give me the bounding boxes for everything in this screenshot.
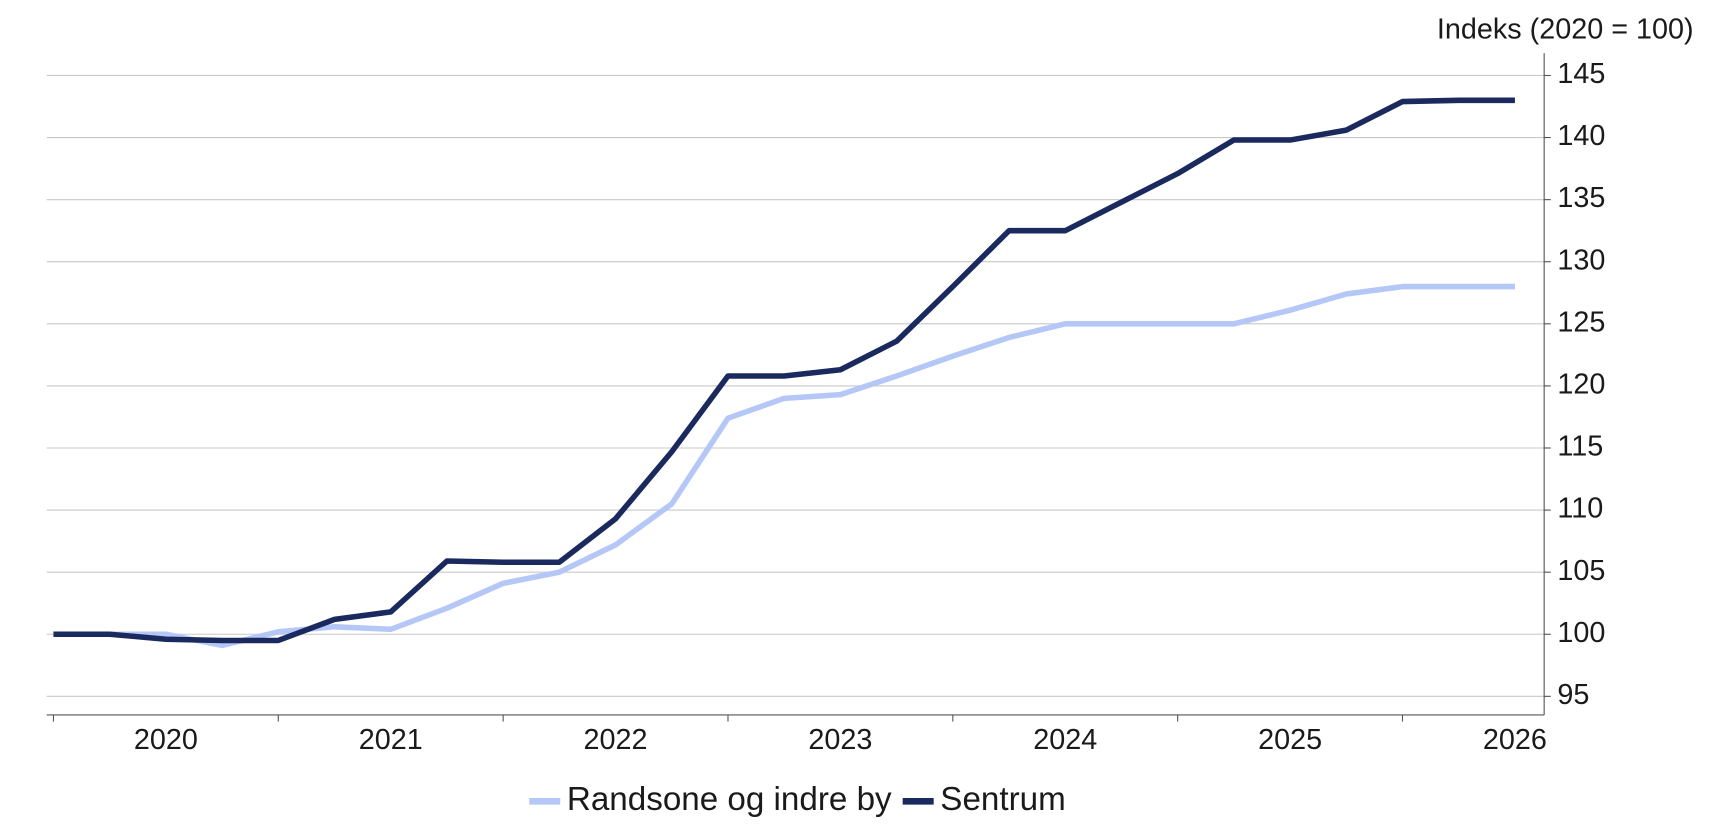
line-series — [53, 283, 1515, 649]
x-tick-label: 2022 — [584, 724, 648, 756]
y-tick-label: 120 — [1557, 369, 1605, 401]
legend-label: Randsone og indre by — [567, 781, 892, 818]
line-series — [53, 97, 1515, 644]
y-tick-label: 140 — [1557, 120, 1605, 152]
x-tick-label: 2023 — [808, 724, 872, 756]
y-tick-label: 145 — [1557, 58, 1605, 90]
chart-title: Indeks (2020 = 100) — [1437, 14, 1694, 46]
y-tick-label: 95 — [1557, 679, 1589, 711]
y-tick-label: 135 — [1557, 182, 1605, 214]
x-tick-label: 2024 — [1033, 724, 1097, 756]
x-tick-label: 2026 — [1483, 724, 1547, 756]
y-tick-label: 125 — [1557, 306, 1605, 338]
x-tick-label: 2025 — [1258, 724, 1322, 756]
x-tick-label: 2021 — [359, 724, 423, 756]
legend-label: Sentrum — [940, 781, 1065, 818]
y-tick-label: 100 — [1557, 617, 1605, 649]
y-tick-label: 105 — [1557, 555, 1605, 587]
y-tick-label: 110 — [1557, 493, 1603, 525]
y-tick-label: 115 — [1557, 431, 1603, 463]
y-tick-label: 130 — [1557, 244, 1605, 276]
x-tick-label: 2020 — [134, 724, 198, 756]
